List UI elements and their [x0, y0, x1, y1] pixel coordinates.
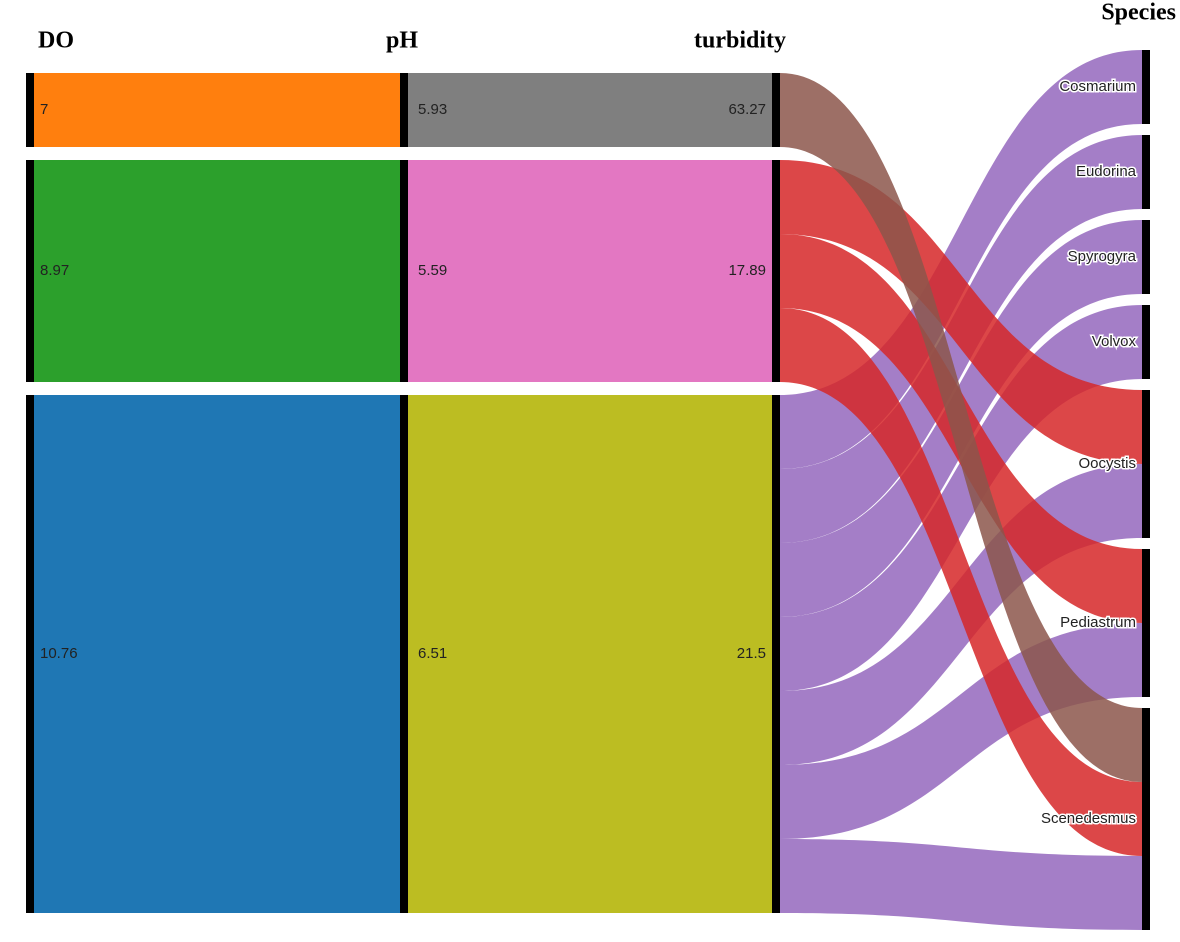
dimension-title: pH	[386, 28, 418, 54]
species-bar	[1142, 50, 1150, 124]
dimension-title: turbidity	[694, 28, 786, 54]
node-label: 7	[40, 101, 48, 118]
node-bar	[26, 160, 34, 382]
band	[408, 160, 772, 382]
node-bar	[26, 73, 34, 147]
node-label: 17.89	[728, 262, 766, 279]
dimension-title: DO	[38, 28, 74, 54]
link	[780, 308, 1142, 856]
link	[780, 160, 1142, 464]
species-bar	[1142, 549, 1150, 697]
node-label: 21.5	[737, 645, 766, 662]
species-label: Pediastrum	[1060, 614, 1136, 631]
node-label: 63.27	[728, 101, 766, 118]
node-label: 6.51	[418, 645, 447, 662]
species-label: Oocystis	[1078, 455, 1136, 472]
species-bar	[1142, 305, 1150, 379]
species-bar	[1142, 220, 1150, 294]
nodes: 7 5.93 63.27 8.97 5.59 17.89 10.76 6.51 21.5 Cosm…	[26, 50, 1150, 930]
node-bar	[400, 160, 408, 382]
node-label: 5.93	[418, 101, 447, 118]
node-bar	[400, 395, 408, 913]
species-bar	[1142, 135, 1150, 209]
species-bar	[1142, 708, 1150, 930]
band	[408, 73, 772, 147]
species-bar	[1142, 390, 1150, 538]
species-label: Scenedesmus	[1041, 810, 1136, 827]
species-label: Volvox	[1092, 333, 1137, 350]
dimension-title: Species	[1101, 0, 1176, 26]
links	[780, 50, 1142, 930]
link	[780, 73, 1142, 782]
species-label: Cosmarium	[1059, 78, 1136, 95]
node-bar	[400, 73, 408, 147]
band	[34, 73, 400, 147]
node-bar	[26, 395, 34, 913]
species-label: Eudorina	[1076, 163, 1137, 180]
node-label: 8.97	[40, 262, 69, 279]
species-label: Spyrogyra	[1068, 248, 1137, 265]
node-label: 5.59	[418, 262, 447, 279]
node-bar	[772, 395, 780, 913]
band	[34, 160, 400, 382]
node-bar	[772, 160, 780, 382]
band	[34, 395, 400, 913]
node-bar	[772, 73, 780, 147]
node-label: 10.76	[40, 645, 78, 662]
link	[780, 839, 1142, 930]
band	[408, 395, 772, 913]
